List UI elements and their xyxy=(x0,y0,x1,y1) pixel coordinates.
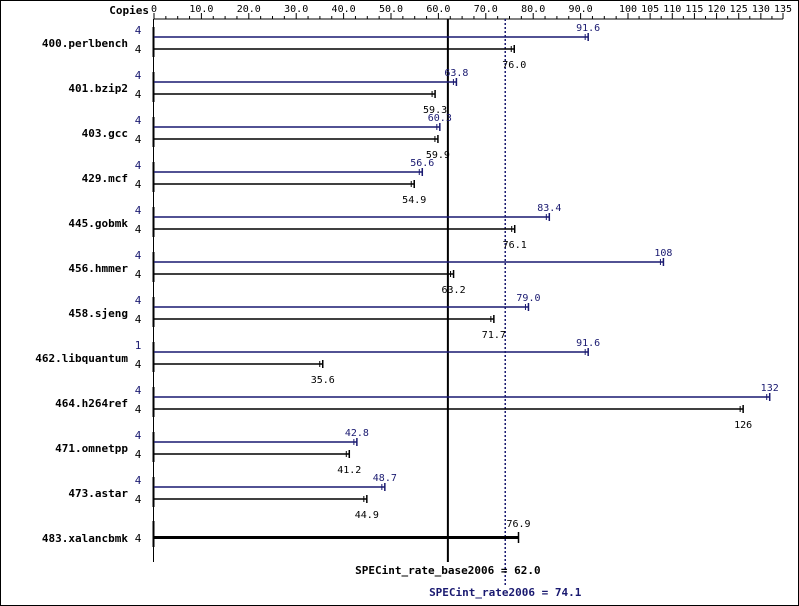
peak-reference-label: SPECint_rate2006 = 74.1 xyxy=(429,586,582,599)
peak-copies-label: 4 xyxy=(135,294,142,307)
peak-copies-label: 1 xyxy=(135,339,142,352)
benchmark-label: 462.libquantum xyxy=(35,352,128,365)
base-copies-label: 4 xyxy=(135,88,142,101)
peak-value-label: 63.8 xyxy=(444,68,468,79)
x-tick-label: 10.0 xyxy=(189,4,213,15)
benchmark-label: 401.bzip2 xyxy=(68,82,128,95)
peak-value-label: 132 xyxy=(761,383,779,394)
peak-value-label: 48.7 xyxy=(373,473,397,484)
benchmark-label: 483.xalancbmk xyxy=(42,532,128,545)
base-value-label: 59.3 xyxy=(423,105,447,116)
peak-copies-label: 4 xyxy=(135,384,142,397)
x-tick-label: 20.0 xyxy=(237,4,261,15)
x-tick-label: 30.0 xyxy=(284,4,308,15)
x-tick-label: 120 xyxy=(708,4,726,15)
peak-value-label: 56.6 xyxy=(410,158,434,169)
peak-value-label: 83.4 xyxy=(537,203,561,214)
base-value-label: 76.0 xyxy=(502,60,526,71)
base-copies-label: 4 xyxy=(135,493,142,506)
x-tick-label: 115 xyxy=(685,4,703,15)
base-value-label: 71.7 xyxy=(482,330,506,341)
peak-copies-label: 4 xyxy=(135,249,142,262)
peak-value-label: 60.3 xyxy=(428,113,452,124)
base-value-label: 126 xyxy=(734,420,752,431)
benchmark-label: 473.astar xyxy=(68,487,128,500)
x-tick-label: 90.0 xyxy=(569,4,593,15)
peak-copies-label: 4 xyxy=(135,24,142,37)
base-copies-label: 4 xyxy=(135,223,142,236)
base-copies-label: 4 xyxy=(135,403,142,416)
peak-copies-label: 4 xyxy=(135,114,142,127)
x-tick-label: 50.0 xyxy=(379,4,403,15)
base-value-label: 35.6 xyxy=(311,375,335,386)
x-tick-label: 130 xyxy=(752,4,770,15)
x-tick-label: 110 xyxy=(663,4,681,15)
base-value-label: 59.9 xyxy=(426,150,450,161)
base-value-label: 41.2 xyxy=(337,465,361,476)
x-tick-label: 135 xyxy=(774,4,792,15)
copies-header: Copies xyxy=(109,4,149,17)
benchmark-label: 458.sjeng xyxy=(68,307,128,320)
x-tick-label: 40.0 xyxy=(332,4,356,15)
peak-value-label: 91.6 xyxy=(576,338,600,349)
x-tick-label: 100 xyxy=(619,4,637,15)
base-value-label: 54.9 xyxy=(402,195,426,206)
peak-value-label: 108 xyxy=(654,248,672,259)
peak-copies-label: 4 xyxy=(135,474,142,487)
base-value-label: 76.1 xyxy=(503,240,527,251)
base-copies-label: 4 xyxy=(135,43,142,56)
peak-value-label: 42.8 xyxy=(345,428,369,439)
benchmark-label: 464.h264ref xyxy=(55,397,128,410)
peak-copies-label: 4 xyxy=(135,204,142,217)
benchmark-label: 445.gobmk xyxy=(68,217,128,230)
benchmark-label: 400.perlbench xyxy=(42,37,128,50)
benchmark-label: 429.mcf xyxy=(82,172,128,185)
peak-copies-label: 4 xyxy=(135,69,142,82)
base-copies-label: 4 xyxy=(135,268,142,281)
peak-value-label: 91.6 xyxy=(576,23,600,34)
x-tick-label: 0 xyxy=(151,4,157,15)
benchmark-label: 456.hmmer xyxy=(68,262,128,275)
base-bar xyxy=(154,536,519,539)
base-reference-label: SPECint_rate_base2006 = 62.0 xyxy=(355,564,540,577)
peak-value-label: 79.0 xyxy=(516,293,540,304)
peak-copies-label: 4 xyxy=(135,159,142,172)
base-copies-label: 4 xyxy=(135,133,142,146)
base-copies-label: 4 xyxy=(135,532,142,545)
base-copies-label: 4 xyxy=(135,358,142,371)
benchmark-label: 471.omnetpp xyxy=(55,442,128,455)
base-value-label: 76.9 xyxy=(506,519,530,530)
x-tick-label: 60.0 xyxy=(426,4,450,15)
benchmark-label: 403.gcc xyxy=(82,127,128,140)
x-tick-label: 105 xyxy=(641,4,659,15)
base-value-label: 63.2 xyxy=(442,285,466,296)
x-tick-label: 70.0 xyxy=(474,4,498,15)
base-copies-label: 4 xyxy=(135,313,142,326)
base-copies-label: 4 xyxy=(135,178,142,191)
x-tick-label: 80.0 xyxy=(521,4,545,15)
peak-copies-label: 4 xyxy=(135,429,142,442)
x-tick-label: 125 xyxy=(730,4,748,15)
base-copies-label: 4 xyxy=(135,448,142,461)
base-value-label: 44.9 xyxy=(355,510,379,521)
